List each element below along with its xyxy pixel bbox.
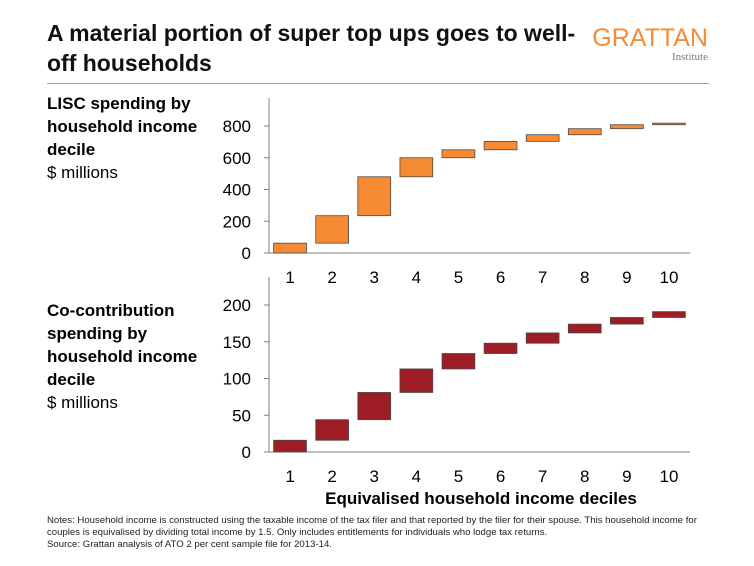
lisc-bar-7 xyxy=(525,134,560,142)
lisc-y-tick-label: 400 xyxy=(223,181,251,200)
cocontrib-x-tick-label: 3 xyxy=(370,467,379,486)
lisc-bar-2 xyxy=(315,215,349,244)
notes-text: Notes: Household income is constructed u… xyxy=(47,515,697,538)
cocontrib-x-tick-label: 6 xyxy=(496,467,505,486)
cocontrib-bar-10 xyxy=(652,311,686,318)
lisc-y-tick-label: 800 xyxy=(223,117,251,136)
lisc-bar-5 xyxy=(441,149,476,159)
lisc-x-tick-label: 5 xyxy=(454,268,463,287)
lisc-x-tick-label: 8 xyxy=(580,268,589,287)
header-divider xyxy=(47,83,709,84)
cocontrib-x-tick-label: 5 xyxy=(454,467,463,486)
cocontrib-x-tick-label: 1 xyxy=(285,467,294,486)
notes: Notes: Household income is constructed u… xyxy=(47,515,709,551)
cocontrib-bar-1 xyxy=(273,439,307,453)
lisc-x-tick-label: 7 xyxy=(538,268,547,287)
panel-2-unit: $ millions xyxy=(47,393,118,412)
cocontrib-bar-8 xyxy=(567,323,602,334)
lisc-bar-9 xyxy=(610,124,644,130)
cocontrib-y-tick-label: 0 xyxy=(242,443,251,462)
cocontrib-bar-2 xyxy=(315,419,349,441)
lisc-chart: 0 200 400 600 800 1 2 3 4 5 6 7 8 9 10 xyxy=(223,98,690,287)
lisc-x-tick-label: 4 xyxy=(412,268,421,287)
panel-2-title: Co-contribution spending by household in… xyxy=(47,301,198,389)
lisc-bar-3 xyxy=(357,176,392,217)
cocontrib-x-tick-label: 7 xyxy=(538,467,547,486)
cocontrib-x-tick-label: 2 xyxy=(327,467,336,486)
cocontrib-bar-4 xyxy=(399,368,434,393)
panel-2-label: Co-contribution spending by household in… xyxy=(47,299,217,414)
lisc-x-tick-label: 10 xyxy=(659,268,678,287)
panel-1-unit: $ millions xyxy=(47,163,118,182)
lisc-x-tick-label: 9 xyxy=(622,268,631,287)
lisc-y-tick-label: 600 xyxy=(223,149,251,168)
lisc-x-tick-label: 2 xyxy=(327,268,336,287)
cocontrib-x-tick-label: 8 xyxy=(580,467,589,486)
lisc-x-tick-label: 3 xyxy=(370,268,379,287)
source-text: Source: Grattan analysis of ATO 2 per ce… xyxy=(47,539,332,550)
lisc-y-tick-label: 200 xyxy=(223,212,251,231)
cocontrib-y-tick-label: 100 xyxy=(223,370,251,389)
cocontrib-bar-5 xyxy=(441,353,476,370)
cocontrib-x-tick-label: 10 xyxy=(659,467,678,486)
co-contribution-chart: 0 50 100 150 200 1 2 3 4 5 6 7 8 9 10 xyxy=(223,277,690,486)
lisc-bar-10 xyxy=(652,122,686,126)
grattan-logo: GRATTAN Institute xyxy=(584,24,708,63)
lisc-x-tick-label: 6 xyxy=(496,268,505,287)
cocontrib-x-tick-label: 9 xyxy=(622,467,631,486)
logo-subtitle: Institute xyxy=(671,51,708,63)
logo-wordmark: GRATTAN xyxy=(592,24,708,52)
lisc-bar-1 xyxy=(273,242,307,254)
chart-title: A material portion of super top ups goes… xyxy=(47,20,576,76)
x-axis-label: Equivalised household income deciles xyxy=(325,489,637,508)
lisc-bar-6 xyxy=(483,140,518,151)
lisc-x-tick-label: 1 xyxy=(285,268,294,287)
cocontrib-x-tick-label: 4 xyxy=(412,467,421,486)
cocontrib-y-tick-label: 150 xyxy=(223,333,251,352)
cocontrib-bar-9 xyxy=(610,317,644,325)
lisc-y-tick-label: 0 xyxy=(242,244,251,263)
cocontrib-bar-6 xyxy=(483,342,518,354)
cocontrib-bar-3 xyxy=(357,392,392,421)
panel-1-title: LISC spending by household income decile xyxy=(47,94,198,159)
lisc-bar-4 xyxy=(399,157,434,178)
panel-1-label: LISC spending by household income decile… xyxy=(47,92,217,184)
cocontrib-bar-7 xyxy=(525,332,560,344)
cocontrib-y-tick-label: 200 xyxy=(223,296,251,315)
lisc-bar-8 xyxy=(567,128,602,136)
cocontrib-y-tick-label: 50 xyxy=(232,406,251,425)
